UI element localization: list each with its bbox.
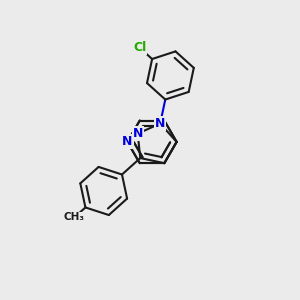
Text: CH₃: CH₃ xyxy=(64,212,85,223)
Text: Cl: Cl xyxy=(133,41,146,55)
Text: N: N xyxy=(122,135,133,148)
Text: N: N xyxy=(155,117,165,130)
Text: N: N xyxy=(133,127,143,140)
